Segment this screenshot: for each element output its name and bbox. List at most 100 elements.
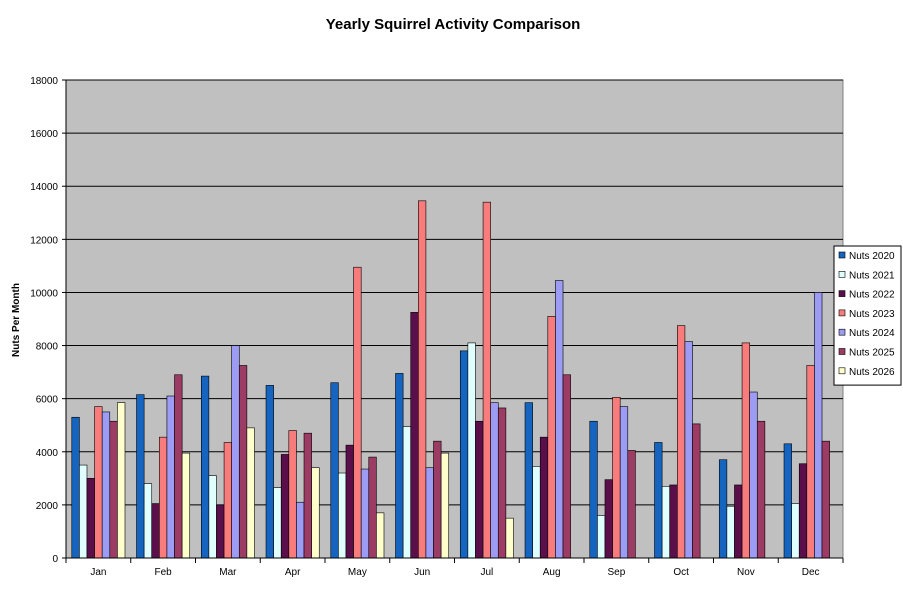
bar-nuts-2023-may: [353, 266, 362, 559]
x-tick-label: Jan: [90, 567, 106, 578]
legend-entry: Nuts 2024: [849, 328, 895, 339]
y-tick-label: 0: [52, 554, 58, 565]
bar-nuts-2022-apr: [280, 454, 290, 559]
legend-swatch: [838, 348, 846, 355]
bar-nuts-2024-nov: [749, 391, 758, 559]
bar-nuts-2024-may: [360, 468, 370, 559]
x-tick-label: Oct: [673, 567, 689, 578]
axes: [62, 79, 844, 563]
x-tick-label: Dec: [802, 567, 820, 578]
legend-entry: Nuts 2026: [849, 367, 895, 378]
bar-nuts-2021-nov: [726, 505, 735, 559]
bar-nuts-2025-jul: [497, 407, 507, 559]
bar-nuts-2024-apr: [296, 501, 305, 559]
bar-nuts-2025-aug: [562, 374, 571, 559]
bar-nuts-2024-jun: [425, 467, 434, 559]
bar-nuts-2022-oct: [669, 484, 678, 559]
bar-nuts-2026-jul: [505, 517, 514, 559]
legend-swatch: [838, 290, 846, 297]
bar-nuts-2020-sep: [589, 420, 598, 559]
y-tick-label: 2000: [36, 501, 59, 512]
bar-nuts-2023-jul: [482, 201, 491, 559]
bar-nuts-2022-jun: [410, 312, 419, 559]
bar-nuts-2022-jan: [86, 478, 95, 559]
bar-nuts-2020-jun: [395, 373, 404, 559]
y-tick-label: 8000: [36, 342, 59, 353]
legend-entry: Nuts 2023: [849, 309, 895, 320]
bar-nuts-2020-jul: [459, 350, 469, 559]
bar-nuts-2021-oct: [661, 485, 671, 559]
bar-nuts-2021-jan: [79, 464, 88, 559]
bar-nuts-2020-mar: [200, 375, 210, 559]
plot-area: [65, 79, 844, 559]
bar-nuts-2025-feb: [174, 374, 183, 559]
bar-nuts-2022-feb: [151, 503, 160, 559]
x-tick-label: Feb: [155, 567, 173, 578]
bar-nuts-2021-jun: [402, 426, 412, 559]
bar-nuts-2024-aug: [555, 280, 564, 559]
bar-nuts-2025-nov: [756, 420, 766, 559]
bar-nuts-2024-dec: [814, 292, 823, 559]
bar-nuts-2026-apr: [311, 467, 320, 559]
legend-swatch: [838, 367, 846, 375]
bar-nuts-2026-feb: [181, 452, 191, 559]
y-tick-label: 6000: [36, 395, 59, 406]
bar-nuts-2024-jul: [490, 402, 499, 559]
bar-nuts-2022-jul: [475, 420, 484, 559]
y-tick-label: 16000: [30, 129, 58, 140]
bar-nuts-2021-dec: [791, 503, 800, 559]
bar-nuts-2023-sep: [612, 397, 621, 559]
bar-nuts-2020-dec: [783, 443, 792, 559]
bar-nuts-2024-oct: [684, 341, 693, 559]
bar-nuts-2025-apr: [303, 432, 312, 559]
bar-nuts-2020-nov: [718, 459, 728, 559]
bar-nuts-2024-mar: [231, 345, 240, 559]
x-tick-label: May: [348, 567, 367, 578]
bar-nuts-2023-apr: [288, 430, 297, 559]
bar-nuts-2022-mar: [216, 504, 225, 559]
x-tick-label: Mar: [219, 567, 237, 578]
bar-nuts-2023-jan: [94, 406, 103, 559]
bar-nuts-2023-aug: [547, 316, 556, 559]
x-tick-label: Jul: [480, 567, 493, 578]
bar-nuts-2023-oct: [677, 325, 686, 559]
chart-title: Yearly Squirrel Activity Comparison: [326, 16, 581, 33]
bar-nuts-2021-feb: [143, 483, 153, 559]
y-tick-label: 12000: [30, 235, 58, 246]
gridlines: [66, 79, 843, 506]
bar-nuts-2023-dec: [806, 365, 815, 559]
x-tick-label: Aug: [543, 567, 561, 578]
legend-swatch: [838, 270, 846, 278]
bar-nuts-2023-jun: [418, 200, 427, 559]
bar-nuts-2020-aug: [524, 402, 533, 559]
bar-nuts-2021-jul: [467, 342, 476, 559]
x-tick-label: Jun: [414, 567, 430, 578]
bar-nuts-2022-sep: [604, 479, 613, 559]
x-tick-label: Apr: [285, 567, 301, 578]
bar-nuts-2025-mar: [238, 365, 248, 559]
bar-nuts-2025-sep: [627, 450, 636, 559]
legend-entry: Nuts 2025: [849, 348, 895, 359]
bar-nuts-2023-feb: [159, 436, 168, 559]
bar-nuts-2026-mar: [246, 427, 255, 559]
bar-nuts-2021-may: [338, 472, 347, 559]
bar-nuts-2025-jun: [433, 440, 442, 559]
y-tick-label: 14000: [30, 182, 58, 193]
x-tick-label: Nov: [737, 567, 755, 578]
bar-nuts-2026-may: [376, 512, 385, 559]
y-axis-label: Nuts Per Month: [11, 283, 22, 357]
bar-nuts-2022-nov: [734, 484, 743, 559]
bar-nuts-2021-apr: [273, 487, 282, 559]
y-tick-label: 18000: [30, 76, 58, 87]
bar-nuts-2020-jan: [71, 416, 80, 559]
bar-nuts-2021-mar: [208, 475, 217, 559]
x-tick-label: Sep: [607, 567, 625, 578]
bar-nuts-2026-jan: [117, 402, 126, 559]
bars: [71, 200, 830, 559]
legend-entry: Nuts 2022: [849, 290, 895, 301]
bar-nuts-2025-jan: [109, 420, 118, 559]
bar-nuts-2020-apr: [265, 385, 274, 559]
bar-nuts-2024-jan: [101, 411, 111, 559]
bar-nuts-2020-feb: [136, 394, 145, 559]
